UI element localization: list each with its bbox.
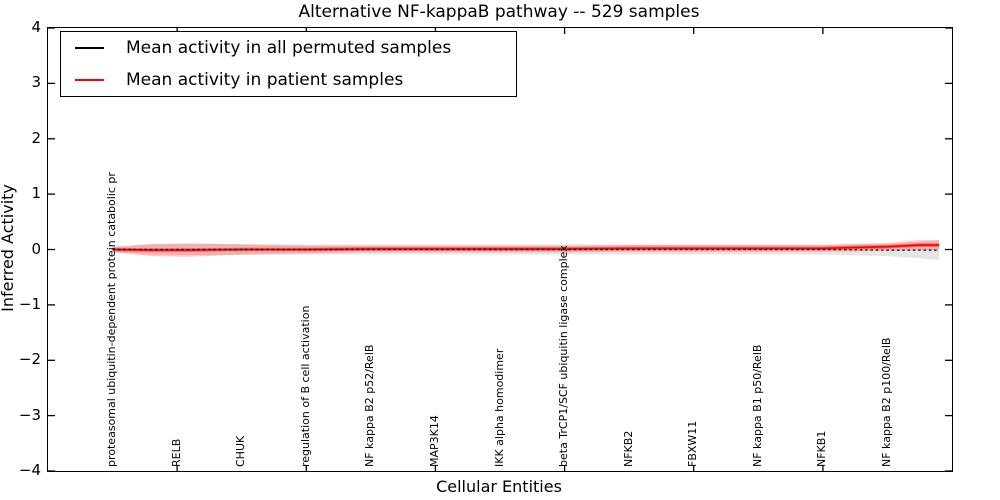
x-category-label: proteasomal ubiquitin-dependent protein … xyxy=(105,172,119,467)
legend-label-permuted: Mean activity in all permuted samples xyxy=(126,38,452,58)
plot-svg xyxy=(48,28,952,471)
plot-area xyxy=(47,27,953,472)
x-category-label: NF kappa B1 p50/RelB xyxy=(750,344,764,467)
y-tick-label: 2 xyxy=(31,128,41,147)
legend-entry-patient: Mean activity in patient samples xyxy=(61,70,516,90)
x-category-label: NF kappa B2 p100/RelB xyxy=(879,337,893,467)
y-tick-label: −2 xyxy=(18,350,41,369)
y-tick-label: −3 xyxy=(18,405,41,424)
permuted-line-sample xyxy=(75,47,104,49)
legend-label-patient: Mean activity in patient samples xyxy=(126,70,404,90)
x-category-label: IKK alpha homodimer xyxy=(492,348,506,467)
x-category-label: CHUK xyxy=(234,435,248,467)
permuted-std-band xyxy=(112,240,940,260)
patient-line-sample xyxy=(75,79,104,81)
x-category-label: MAP3K14 xyxy=(427,415,441,467)
x-category-label: FBXW11 xyxy=(686,420,700,467)
y-tick-label: 3 xyxy=(31,73,41,92)
chart-title: Alternative NF-kappaB pathway -- 529 sam… xyxy=(298,2,700,22)
x-axis-label: Cellular Entities xyxy=(436,477,562,496)
x-category-label: beta TrCP1/SCF ubiquitin ligase complex xyxy=(557,245,571,467)
x-category-label: regulation of B cell activation xyxy=(298,305,312,467)
x-category-label: NFKB1 xyxy=(815,430,829,467)
x-category-label: NFKB2 xyxy=(621,430,635,467)
permuted-mean-line xyxy=(112,248,940,251)
y-tick-label: 1 xyxy=(31,184,41,203)
y-tick-label: 4 xyxy=(31,18,41,36)
legend: Mean activity in all permuted samples Me… xyxy=(60,31,517,97)
legend-entry-permuted: Mean activity in all permuted samples xyxy=(61,38,516,58)
x-category-label: RELB xyxy=(169,438,183,467)
x-category-label: NF kappa B2 p52/RelB xyxy=(363,344,377,467)
y-tick-label: −4 xyxy=(18,461,41,479)
y-tick-label: 0 xyxy=(31,239,41,258)
y-tick-label: −1 xyxy=(18,294,41,313)
